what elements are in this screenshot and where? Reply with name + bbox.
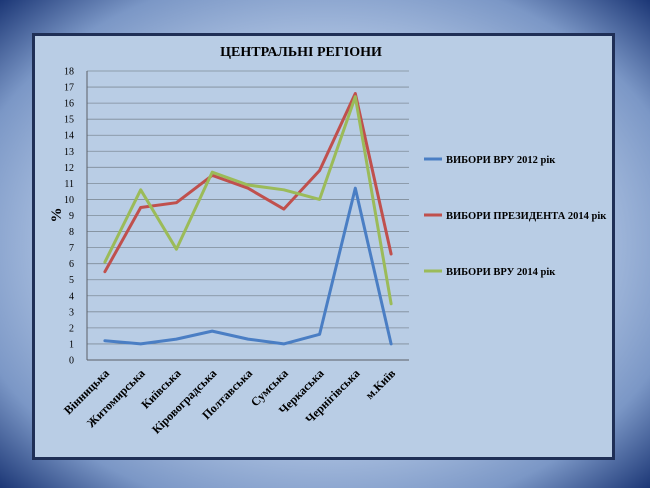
data-point xyxy=(139,342,142,346)
legend: ВИБОРИ ВРУ 2012 рік ВИБОРИ ПРЕЗИДЕНТА 201… xyxy=(424,155,607,278)
data-point xyxy=(175,248,178,251)
y-tick-label: 11 xyxy=(64,179,74,190)
data-point xyxy=(103,339,107,342)
y-tick-label: 15 xyxy=(64,115,74,126)
legend-label: ВИБОРИ ВРУ 2012 рік xyxy=(446,155,556,166)
data-point xyxy=(389,252,393,256)
data-series xyxy=(103,92,393,346)
line-chart: ЦЕНТРАЛЬНІ РЕГІОНИ % 0123456789101112131… xyxy=(32,33,615,460)
data-point xyxy=(282,207,285,211)
data-point xyxy=(211,170,214,174)
y-tick-label: 5 xyxy=(69,275,74,286)
data-point xyxy=(139,206,142,209)
y-tick-label: 2 xyxy=(69,323,74,334)
data-point xyxy=(175,337,178,341)
y-tick-label: 4 xyxy=(69,291,74,302)
y-tick-label: 14 xyxy=(64,131,74,142)
gridlines xyxy=(86,70,409,361)
data-point xyxy=(354,95,357,98)
chart-border xyxy=(32,33,615,460)
y-tick-label: 7 xyxy=(69,243,74,254)
legend-label: ВИБОРИ ПРЕЗИДЕНТА 2014 рік xyxy=(446,211,607,222)
y-tick-label: 12 xyxy=(64,163,74,174)
y-tick-label: 16 xyxy=(64,99,74,110)
data-point xyxy=(282,188,285,192)
y-tick-label: 6 xyxy=(69,259,74,270)
y-tick-label: 0 xyxy=(69,356,74,367)
y-axis-label: % xyxy=(49,208,65,223)
data-point xyxy=(354,92,357,95)
y-tick-label: 1 xyxy=(69,339,74,350)
legend-label: ВИБОРИ ВРУ 2014 рік xyxy=(446,267,556,278)
y-tick-label: 10 xyxy=(64,195,74,206)
data-point xyxy=(318,198,321,201)
y-tick-label: 18 xyxy=(64,67,74,78)
data-point xyxy=(103,270,107,273)
data-point xyxy=(389,302,393,306)
y-tick-label: 3 xyxy=(69,307,74,318)
data-point xyxy=(318,169,321,172)
data-point xyxy=(139,188,142,192)
data-point xyxy=(103,260,107,264)
y-tick-label: 9 xyxy=(69,211,74,222)
data-point xyxy=(282,342,285,346)
data-point xyxy=(211,329,214,333)
data-point xyxy=(175,201,178,204)
chart-title: ЦЕНТРАЛЬНІ РЕГІОНИ xyxy=(220,45,382,60)
data-point xyxy=(246,183,250,187)
data-point xyxy=(389,342,393,346)
data-point xyxy=(246,337,250,341)
chart-frame: ЦЕНТРАЛЬНІ РЕГІОНИ % 0 1 2 3 4 5 6 7 8 9 10 11 12 13 1… xyxy=(32,33,615,460)
y-tick-label: 17 xyxy=(64,83,74,94)
data-point xyxy=(318,333,321,336)
data-point xyxy=(354,187,357,190)
y-tick-label: 8 xyxy=(69,227,74,238)
y-tick-label: 13 xyxy=(64,147,74,158)
data-point xyxy=(246,187,250,190)
